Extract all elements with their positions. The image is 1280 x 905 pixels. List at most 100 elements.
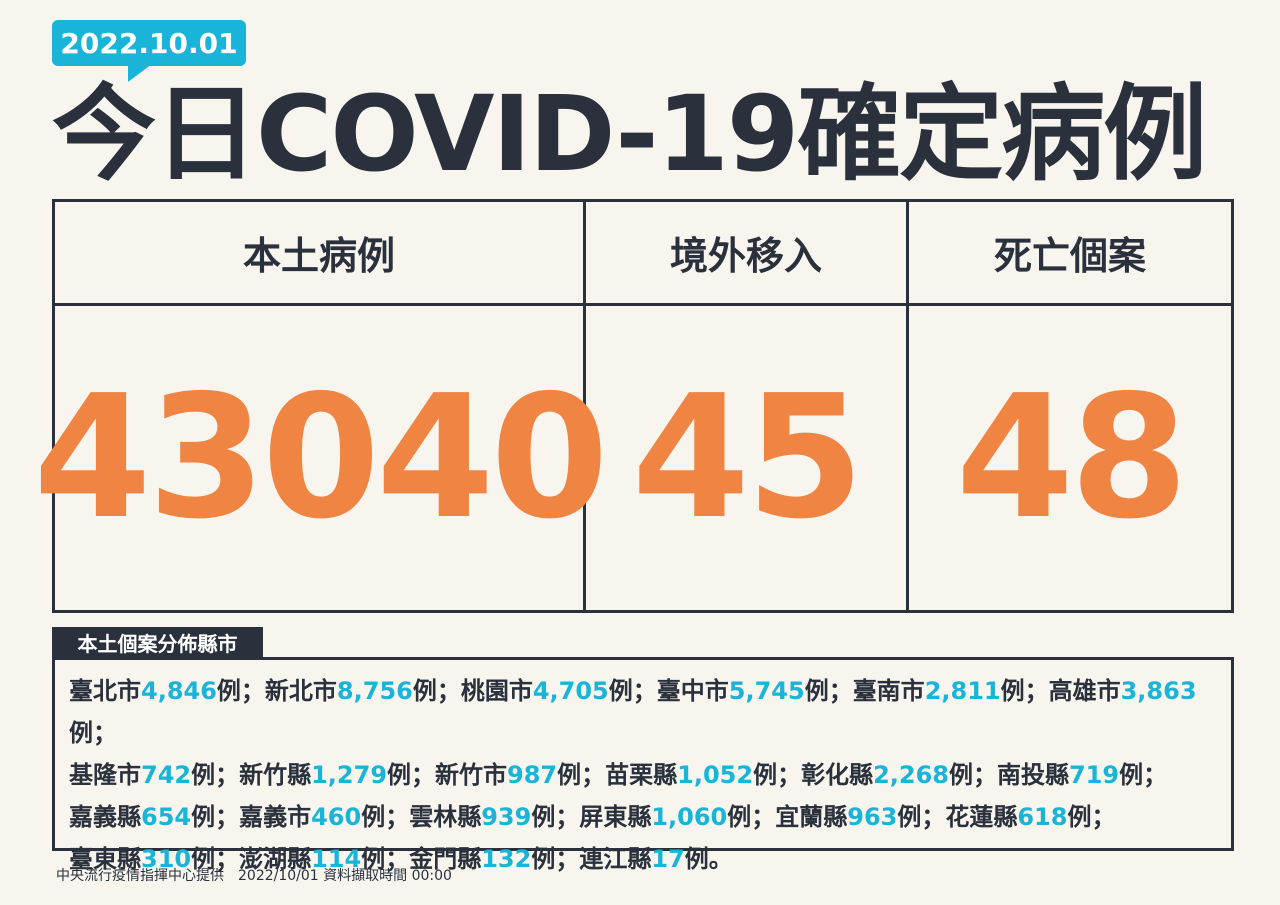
county-item: 澎湖縣114例；	[239, 845, 409, 873]
county-item: 臺北市4,846例；	[69, 677, 265, 705]
county-name: 臺東縣	[69, 845, 141, 873]
separator: ；	[436, 677, 461, 705]
county-count: 460	[311, 803, 362, 831]
county-name: 臺南市	[852, 677, 925, 705]
header-deaths: 死亡個案	[909, 202, 1231, 306]
county-unit: 例	[69, 719, 93, 747]
county-item: 宜蘭縣963例；	[775, 803, 945, 831]
county-count: 17	[651, 845, 685, 873]
distribution-label: 本土個案分佈縣市	[52, 627, 263, 658]
separator: ；	[215, 845, 240, 873]
separator: ；	[632, 677, 657, 705]
separator: ；	[751, 803, 776, 831]
county-name: 屏東縣	[579, 803, 652, 831]
county-item: 桃園市4,705例；	[461, 677, 657, 705]
footer-source: 中央流行疫情指揮中心提供 2022/10/01 資料擷取時間 00:00	[56, 868, 452, 884]
county-count: 1,052	[677, 761, 754, 789]
separator: ；	[555, 845, 580, 873]
county-item: 金門縣132例；	[409, 845, 579, 873]
county-unit: 例	[361, 845, 386, 873]
county-name: 花蓮縣	[945, 803, 1018, 831]
county-name: 苗栗縣	[605, 761, 678, 789]
separator: ；	[240, 677, 265, 705]
distribution-box: 臺北市4,846例；新北市8,756例；桃園市4,705例；臺中市5,745例；…	[52, 657, 1234, 873]
separator: 。	[708, 845, 733, 873]
county-item: 雲林縣939例；	[409, 803, 579, 831]
county-item: 基隆市742例；	[69, 761, 239, 789]
county-name: 嘉義縣	[69, 803, 141, 831]
county-count: 1,060	[651, 803, 728, 831]
value-local-cases: 43040	[33, 306, 609, 610]
county-count: 114	[311, 845, 362, 873]
summary-table: 本土病例 境外移入 死亡個案 43040 45 48	[33, 199, 1234, 613]
county-name: 基隆市	[69, 761, 141, 789]
separator: ；	[828, 677, 853, 705]
county-unit: 例	[531, 803, 556, 831]
county-unit: 例	[1000, 677, 1025, 705]
county-item: 屏東縣1,060例；	[579, 803, 775, 831]
separator: ；	[1024, 677, 1049, 705]
county-unit: 例	[804, 677, 829, 705]
county-name: 彰化縣	[801, 761, 874, 789]
county-count: 3,863	[1120, 677, 1197, 705]
county-item: 彰化縣2,268例；	[801, 761, 997, 789]
county-unit: 例	[191, 761, 216, 789]
county-unit: 例	[753, 761, 778, 789]
county-name: 宜蘭縣	[775, 803, 848, 831]
county-item: 花蓮縣618例；	[945, 803, 1115, 831]
county-count: 4,705	[532, 677, 609, 705]
county-name: 新竹市	[435, 761, 508, 789]
separator: ；	[555, 803, 580, 831]
separator: ；	[1143, 761, 1168, 789]
separator: ；	[1091, 803, 1116, 831]
county-name: 嘉義市	[239, 803, 312, 831]
county-item: 臺南市2,811例；	[853, 677, 1049, 705]
county-count: 963	[847, 803, 898, 831]
county-unit: 例	[361, 803, 386, 831]
county-count: 719	[1068, 761, 1120, 789]
date-badge: 2022.10.01	[52, 20, 246, 66]
separator: ；	[921, 803, 946, 831]
county-unit: 例	[531, 845, 556, 873]
county-item: 連江縣17例。	[579, 845, 732, 873]
county-unit: 例	[191, 845, 216, 873]
separator: ；	[411, 761, 436, 789]
county-count: 132	[481, 845, 532, 873]
separator: ；	[581, 761, 606, 789]
county-item: 苗栗縣1,052例；	[605, 761, 801, 789]
county-count: 939	[481, 803, 532, 831]
county-name: 新竹縣	[239, 761, 312, 789]
value-imported-cases: 45	[586, 306, 909, 610]
county-item: 新竹市987例；	[435, 761, 605, 789]
county-unit: 例	[727, 803, 752, 831]
county-count: 618	[1017, 803, 1068, 831]
county-name: 連江縣	[579, 845, 652, 873]
county-name: 澎湖縣	[239, 845, 312, 873]
separator: ；	[385, 803, 410, 831]
header-local-cases: 本土病例	[55, 202, 586, 306]
county-count: 987	[507, 761, 558, 789]
separator: ；	[93, 719, 117, 747]
county-unit: 例	[191, 803, 216, 831]
county-count: 1,279	[311, 761, 388, 789]
county-count: 8,756	[336, 677, 413, 705]
separator: ；	[215, 803, 240, 831]
county-name: 南投縣	[996, 761, 1069, 789]
county-name: 桃園市	[460, 677, 533, 705]
county-item: 嘉義縣654例；	[69, 803, 239, 831]
county-name: 新北市	[264, 677, 337, 705]
county-item: 新竹縣1,279例；	[239, 761, 435, 789]
county-unit: 例	[1119, 761, 1144, 789]
county-count: 2,811	[924, 677, 1001, 705]
county-unit: 例	[557, 761, 582, 789]
county-item: 嘉義市460例；	[239, 803, 409, 831]
separator: ；	[215, 761, 240, 789]
county-name: 高雄市	[1048, 677, 1121, 705]
county-count: 310	[141, 845, 192, 873]
county-count: 5,745	[728, 677, 805, 705]
county-item: 臺中市5,745例；	[657, 677, 853, 705]
county-item: 新北市8,756例；	[265, 677, 461, 705]
county-count: 654	[141, 803, 192, 831]
county-name: 雲林縣	[409, 803, 482, 831]
county-unit: 例	[1067, 803, 1092, 831]
